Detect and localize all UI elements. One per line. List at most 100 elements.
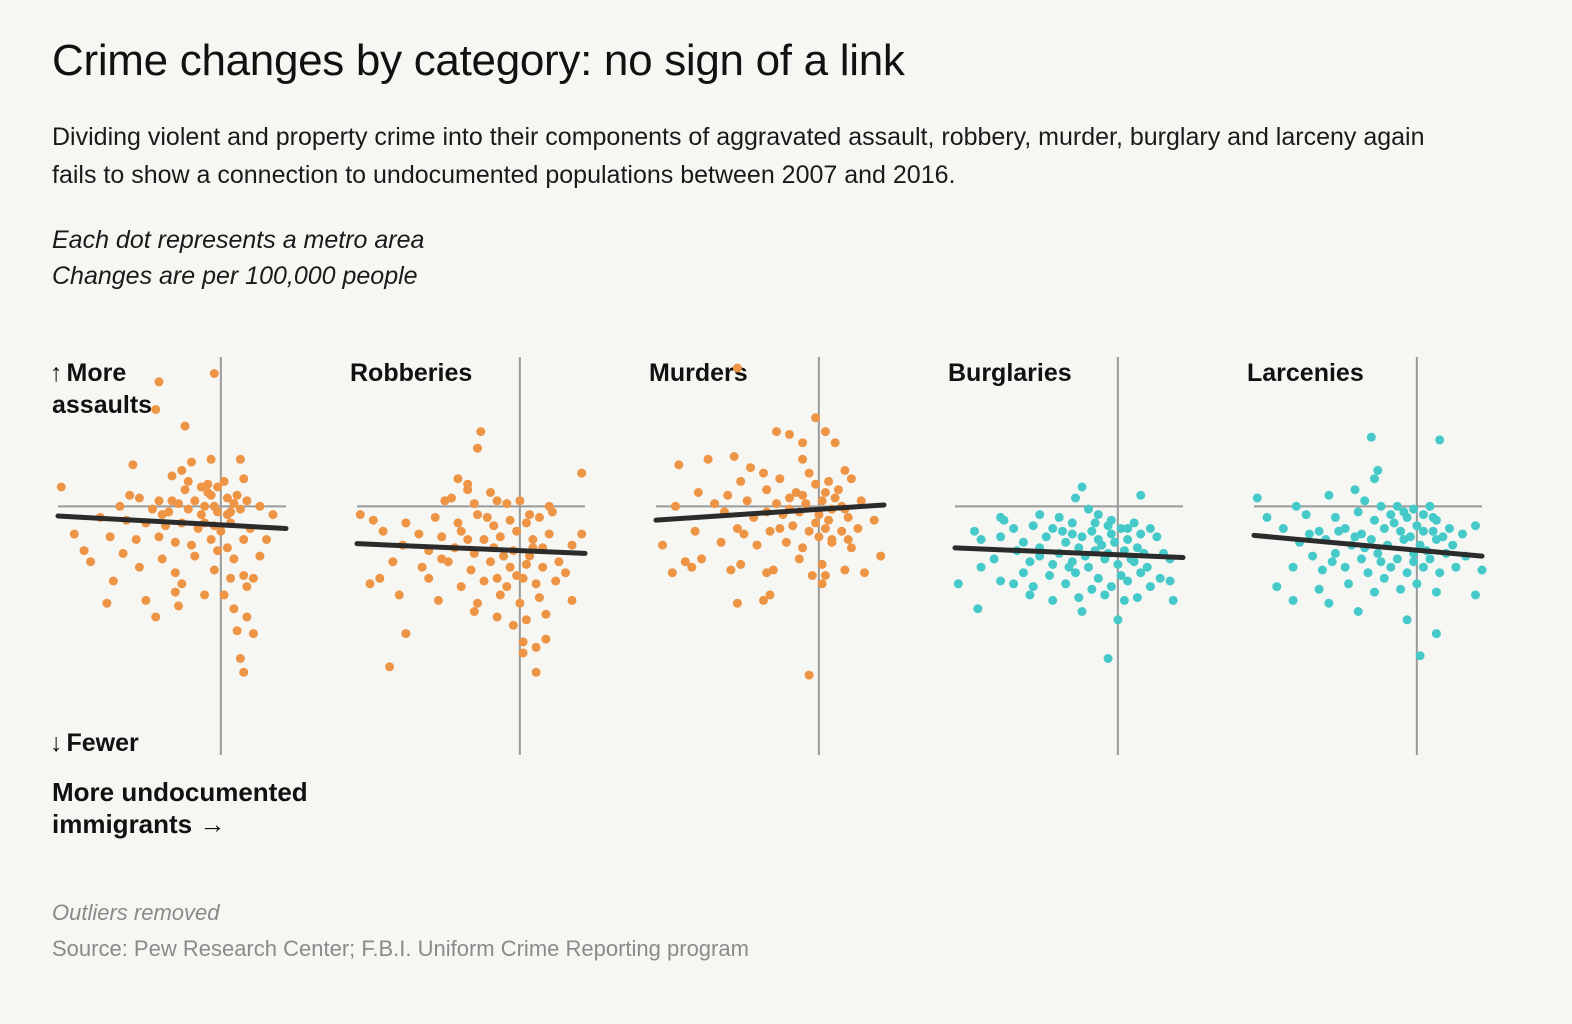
data-point xyxy=(820,427,830,437)
data-point xyxy=(840,565,850,575)
data-point xyxy=(772,499,781,509)
data-point xyxy=(759,595,768,605)
data-point xyxy=(206,454,216,464)
data-point xyxy=(492,573,502,583)
data-point xyxy=(830,438,840,448)
data-point xyxy=(456,526,466,536)
data-point xyxy=(820,571,830,580)
data-point xyxy=(1145,582,1155,592)
data-point xyxy=(762,485,772,495)
data-point xyxy=(1340,562,1350,572)
data-point xyxy=(1370,587,1379,597)
data-point xyxy=(183,476,193,486)
data-point xyxy=(128,460,138,470)
data-point xyxy=(232,626,242,636)
data-point xyxy=(255,551,265,561)
data-point xyxy=(1353,507,1363,517)
data-point xyxy=(170,537,180,547)
data-point xyxy=(1477,565,1487,575)
data-point xyxy=(463,535,473,544)
data-point xyxy=(1093,573,1103,583)
data-point xyxy=(229,499,239,509)
data-point xyxy=(1334,526,1344,536)
data-point xyxy=(1077,607,1087,616)
data-point xyxy=(1067,529,1077,539)
data-point xyxy=(1132,543,1142,553)
data-point xyxy=(1448,540,1458,550)
data-point xyxy=(1028,582,1038,592)
data-point xyxy=(1113,559,1123,569)
data-point xyxy=(502,499,512,509)
data-point xyxy=(807,571,817,580)
data-point xyxy=(820,524,830,533)
data-point xyxy=(860,568,869,578)
data-point xyxy=(1035,510,1045,520)
data-point xyxy=(1093,510,1103,520)
data-point xyxy=(1123,576,1133,586)
data-point xyxy=(453,474,463,484)
data-point xyxy=(1090,518,1100,528)
data-point xyxy=(1431,587,1441,597)
data-point xyxy=(1418,526,1428,536)
data-point xyxy=(1061,537,1071,547)
data-point xyxy=(817,579,827,589)
data-point xyxy=(869,515,879,525)
data-point xyxy=(547,507,557,517)
data-point xyxy=(521,518,531,528)
data-point xyxy=(534,593,544,603)
data-point xyxy=(531,642,541,652)
data-point xyxy=(134,562,144,572)
data-point xyxy=(1097,540,1107,550)
data-point xyxy=(1136,490,1146,500)
data-point xyxy=(105,532,115,542)
data-point xyxy=(118,548,128,558)
data-point xyxy=(811,413,821,423)
data-point xyxy=(521,559,531,569)
data-point xyxy=(401,629,411,639)
data-point xyxy=(1084,504,1093,514)
data-point xyxy=(577,468,587,478)
data-point xyxy=(1376,501,1386,511)
data-point xyxy=(248,629,258,639)
data-point xyxy=(788,521,798,531)
panel-larceny: Larcenies xyxy=(1247,357,1487,755)
data-point xyxy=(242,582,252,592)
data-point xyxy=(1435,568,1445,578)
data-point xyxy=(953,579,963,589)
data-point xyxy=(209,501,219,511)
data-point xyxy=(200,590,210,600)
data-point xyxy=(827,535,837,544)
data-point xyxy=(248,573,258,583)
data-point xyxy=(729,452,739,461)
data-point xyxy=(1314,584,1324,594)
data-point xyxy=(658,540,667,550)
data-point xyxy=(508,620,518,630)
data-point xyxy=(824,476,834,486)
trend-line xyxy=(1251,532,1485,559)
data-point xyxy=(1278,524,1288,533)
data-point xyxy=(394,590,404,600)
data-point xyxy=(833,485,843,495)
data-point xyxy=(239,571,249,580)
data-point xyxy=(222,510,232,520)
data-point xyxy=(798,454,808,464)
data-point xyxy=(456,582,466,592)
data-point xyxy=(1009,524,1019,533)
data-point xyxy=(417,562,427,572)
data-point xyxy=(671,501,680,511)
data-point xyxy=(242,496,252,506)
data-point xyxy=(1324,490,1334,500)
data-point xyxy=(401,518,411,528)
data-point xyxy=(463,485,473,495)
data-point xyxy=(1405,532,1415,542)
source-note: Source: Pew Research Center; F.B.I. Unif… xyxy=(52,936,749,961)
data-point xyxy=(219,590,229,600)
data-point xyxy=(229,604,239,614)
trend-line xyxy=(55,513,289,531)
data-point xyxy=(1360,496,1370,506)
data-point xyxy=(1071,493,1080,503)
data-point xyxy=(999,515,1009,525)
data-point xyxy=(1418,510,1428,520)
data-point xyxy=(1350,532,1360,542)
data-point xyxy=(1412,579,1422,589)
